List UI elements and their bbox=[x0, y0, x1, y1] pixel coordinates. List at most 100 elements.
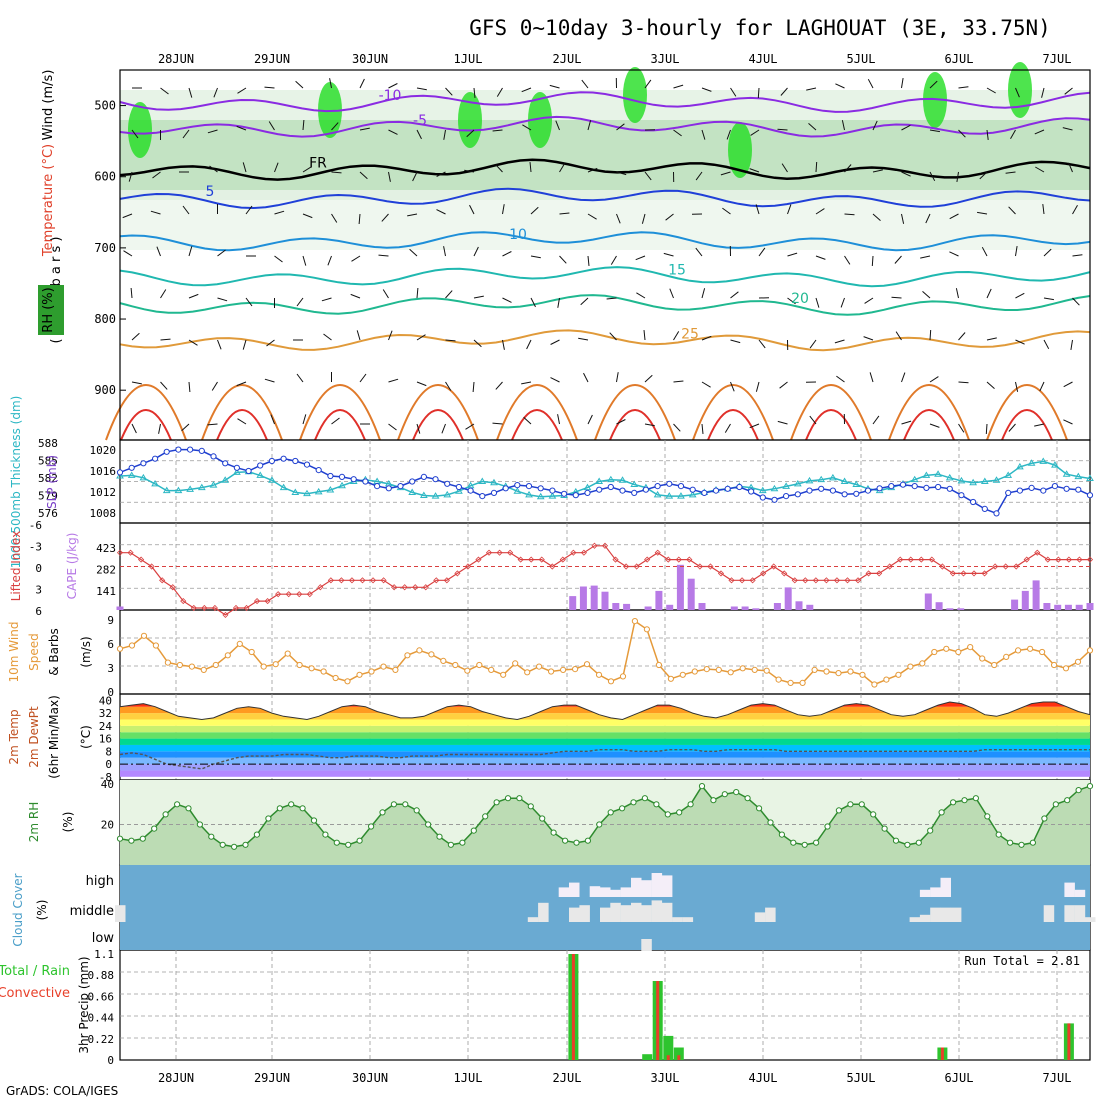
wind-barb bbox=[521, 87, 532, 93]
temp-band bbox=[120, 732, 1090, 739]
wind-barb bbox=[901, 78, 904, 89]
wind-barb bbox=[331, 417, 340, 425]
wind10-point bbox=[1027, 645, 1034, 652]
wind10-point bbox=[847, 668, 854, 675]
wind10-point bbox=[763, 667, 770, 674]
wind-barb bbox=[815, 255, 826, 260]
lifted-index-point bbox=[854, 577, 862, 584]
wind-barb bbox=[302, 213, 313, 219]
wind-barb bbox=[1015, 292, 1025, 299]
wind-barb bbox=[749, 168, 760, 173]
wind-barb bbox=[643, 330, 646, 341]
wind-barb bbox=[722, 207, 731, 215]
wind-barb bbox=[441, 423, 446, 434]
date-label-top: 5JUL bbox=[847, 52, 876, 66]
rh2m-point bbox=[368, 823, 375, 830]
rh2m-point bbox=[402, 801, 409, 808]
rh2m-point bbox=[539, 815, 546, 822]
rh2m-point bbox=[687, 801, 694, 808]
wind-barb bbox=[388, 83, 398, 89]
cloud-middle-cell bbox=[682, 917, 694, 922]
rh2m-point bbox=[676, 809, 683, 816]
thickness-point bbox=[513, 487, 522, 494]
slp-point bbox=[736, 483, 743, 491]
wind10-point bbox=[272, 661, 279, 668]
lifted-index-point bbox=[391, 584, 398, 591]
upper-panel bbox=[105, 62, 1091, 441]
hot-contour bbox=[986, 384, 1068, 441]
thickness-point bbox=[688, 490, 697, 498]
precip-tick: 1.1 bbox=[94, 948, 114, 961]
wind-barb bbox=[302, 255, 307, 266]
cloud-middle-cell bbox=[919, 914, 931, 922]
wind-barb bbox=[1041, 87, 1045, 98]
wind-barb bbox=[188, 293, 199, 299]
rh2m-point bbox=[219, 841, 226, 848]
wind-barb bbox=[644, 79, 652, 89]
slp-point bbox=[923, 484, 930, 491]
rh2m-point bbox=[208, 833, 215, 840]
cape-bar bbox=[1054, 604, 1062, 610]
wind-barb bbox=[730, 339, 741, 344]
wind-barb bbox=[358, 213, 361, 225]
cloud-high-cell bbox=[651, 873, 663, 897]
cloud-middle-cell bbox=[115, 905, 126, 922]
thickness-point bbox=[127, 471, 136, 478]
wind-barb bbox=[701, 87, 712, 92]
lifted-index-point bbox=[1002, 563, 1009, 570]
lifted-index-point bbox=[770, 563, 777, 570]
hot-contour bbox=[105, 384, 187, 441]
rh2m-point bbox=[904, 841, 911, 848]
thickness-point bbox=[957, 476, 966, 484]
wind-barb bbox=[787, 297, 796, 305]
rh-max-blob bbox=[623, 67, 647, 123]
rh2m-point bbox=[790, 839, 797, 846]
slp-tick: 1020 bbox=[90, 444, 117, 457]
pressure-tick: 900 bbox=[94, 383, 116, 397]
cloud-units-label: (%) bbox=[35, 900, 49, 921]
wind10-point bbox=[607, 678, 615, 685]
cape-tick: 141 bbox=[96, 585, 116, 598]
wind-barb bbox=[644, 374, 653, 383]
wind-barb bbox=[1072, 297, 1080, 306]
wind-barb bbox=[949, 251, 959, 257]
wind-barb bbox=[213, 87, 218, 98]
wind-barb bbox=[749, 423, 760, 429]
rh2m-point bbox=[641, 795, 649, 802]
thickness-point bbox=[279, 483, 288, 491]
lifted-index-point bbox=[148, 563, 155, 570]
cloud-middle-cell bbox=[631, 902, 642, 922]
hot-contour bbox=[692, 384, 774, 441]
wind-barb bbox=[331, 213, 338, 223]
wind-barb bbox=[207, 129, 218, 134]
wind-barb bbox=[673, 129, 682, 137]
thickness-point bbox=[922, 471, 931, 478]
lifted-index-point bbox=[1044, 556, 1051, 563]
wind-barb bbox=[359, 78, 365, 89]
lifted-index-point bbox=[939, 563, 946, 570]
cloud-axis-label: Cloud Cover bbox=[11, 873, 25, 946]
thickness-point bbox=[852, 480, 861, 488]
rh2m-point bbox=[824, 823, 831, 830]
slp-point bbox=[841, 491, 848, 498]
cloud-high-cell bbox=[610, 889, 621, 897]
slp-point bbox=[876, 485, 883, 492]
wind-barb bbox=[986, 87, 996, 94]
thickness-point bbox=[443, 490, 452, 498]
wind-barb bbox=[466, 129, 475, 138]
contour-label: 5 bbox=[206, 184, 215, 200]
precip-units-label: 3hr Precip (mm) bbox=[77, 956, 91, 1053]
wind-barb bbox=[549, 84, 560, 89]
wind-barb bbox=[1034, 129, 1045, 135]
date-label-top: 1JUL bbox=[454, 52, 483, 66]
wind-barb bbox=[530, 206, 539, 215]
lifted-index-point bbox=[296, 591, 303, 598]
lifted-index-point bbox=[738, 577, 746, 584]
rh2m-point bbox=[710, 797, 717, 804]
wind-barb bbox=[871, 255, 874, 267]
date-label-bottom: 1JUL bbox=[454, 1071, 483, 1085]
wind10-point bbox=[1062, 665, 1070, 672]
rh2m-tick: 40 bbox=[101, 778, 114, 791]
lifted-index-point bbox=[728, 577, 735, 584]
wind-barb bbox=[1015, 381, 1019, 392]
